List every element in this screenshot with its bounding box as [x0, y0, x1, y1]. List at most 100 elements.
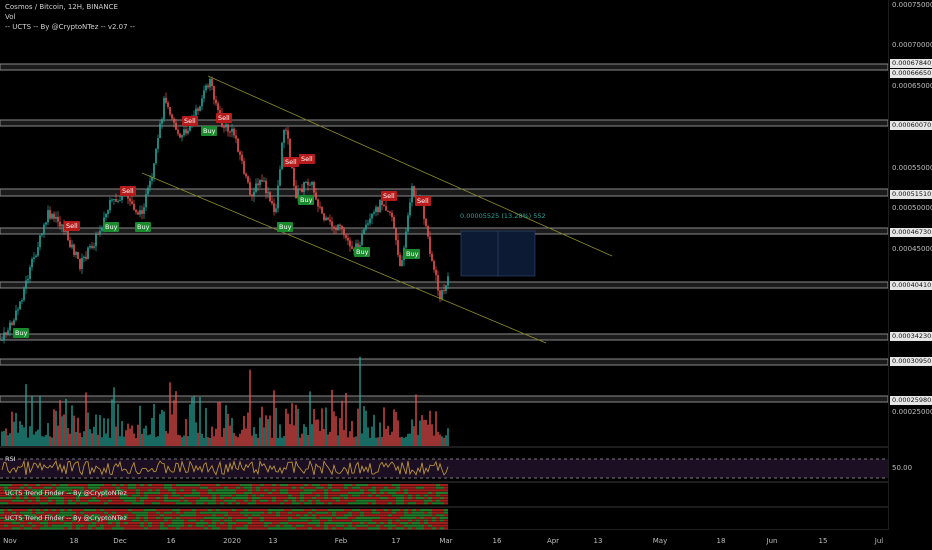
trend-cell — [48, 511, 52, 514]
trend-cell — [20, 494, 24, 497]
trend-cell — [80, 522, 84, 525]
trend-cell — [136, 491, 140, 494]
candle-body — [297, 188, 299, 199]
volume-bar — [259, 417, 261, 446]
trend-cell — [436, 494, 440, 497]
trend-cell — [320, 519, 324, 522]
trend-cell — [400, 524, 404, 527]
trend-cell — [364, 497, 368, 500]
price-scale[interactable]: 0.00075000 0.00070000 0.00065000 0.00055… — [888, 0, 932, 530]
trend-cell — [196, 519, 200, 522]
trend-cell — [224, 484, 228, 487]
indicator-title[interactable]: -- UCTS -- By @CryptoNTez -- v2.07 -- — [5, 23, 135, 31]
trend-cell — [52, 514, 56, 517]
volume-bar — [391, 431, 393, 446]
trend-cell — [296, 486, 300, 489]
trend-cell — [344, 527, 348, 530]
trend-cell — [52, 519, 56, 522]
trend-finder-label[interactable]: UCTS Trend Finder -- By @CryptoNTez — [5, 489, 127, 497]
trend-cell — [444, 524, 448, 527]
trend-cell — [272, 511, 276, 514]
volume-bar — [173, 400, 175, 446]
candle-body — [435, 269, 437, 276]
trend-cell — [164, 486, 168, 489]
trend-cell — [440, 516, 444, 519]
trend-cell — [120, 527, 124, 530]
trend-cell — [172, 484, 176, 487]
trend-cell — [156, 491, 160, 494]
trend-cell — [60, 497, 64, 500]
trend-cell — [220, 527, 224, 530]
volume-bar — [291, 403, 293, 446]
trend-cell — [400, 484, 404, 487]
trend-cell — [172, 519, 176, 522]
candle-body — [177, 129, 179, 134]
trend-cell — [424, 522, 428, 525]
trend-cell — [428, 502, 432, 505]
trend-cell — [252, 502, 256, 505]
trend-cell — [140, 497, 144, 500]
trend-cell — [140, 527, 144, 530]
candle-body — [393, 217, 395, 229]
volume-bar — [361, 433, 363, 446]
trend-cell — [176, 511, 180, 514]
trend-cell — [84, 519, 88, 522]
trend-cell — [376, 509, 380, 512]
trend-cell — [240, 491, 244, 494]
trend-cell — [416, 519, 420, 522]
candle-body — [37, 247, 39, 256]
trend-cell — [412, 524, 416, 527]
trend-cell — [152, 511, 156, 514]
trend-cell — [372, 499, 376, 502]
trend-cell — [44, 527, 48, 530]
candle-body — [85, 256, 87, 259]
trend-cell — [280, 519, 284, 522]
trend-cell — [196, 511, 200, 514]
trend-cell — [336, 516, 340, 519]
trend-cell — [444, 519, 448, 522]
trend-cell — [72, 509, 76, 512]
trend-finder-label[interactable]: UCTS Trend Finder -- By @CryptoNTez — [5, 514, 127, 522]
trend-cell — [244, 502, 248, 505]
trend-cell — [344, 509, 348, 512]
trend-cell — [220, 511, 224, 514]
trend-cell — [136, 486, 140, 489]
trend-cell — [60, 502, 64, 505]
trend-cell — [324, 509, 328, 512]
trend-cell — [168, 499, 172, 502]
candle-body — [365, 224, 367, 230]
candle-body — [219, 110, 221, 114]
trend-cell — [48, 502, 52, 505]
trend-cell — [328, 511, 332, 514]
trend-cell — [160, 486, 164, 489]
rsi-label[interactable]: RSI — [5, 455, 16, 463]
trend-cell — [440, 489, 444, 492]
trend-cell — [360, 494, 364, 497]
trend-cell — [64, 494, 68, 497]
trend-cell — [200, 527, 204, 530]
trend-cell — [444, 484, 448, 487]
trend-cell — [208, 499, 212, 502]
candle-body — [253, 191, 255, 197]
trend-cell — [100, 499, 104, 502]
trend-cell — [276, 516, 280, 519]
candle-body — [311, 182, 313, 185]
trend-cell — [292, 522, 296, 525]
trend-cell — [284, 524, 288, 527]
main-chart-canvas[interactable] — [0, 0, 888, 530]
trend-cell — [284, 509, 288, 512]
trend-cell — [108, 494, 112, 497]
candle-body — [93, 246, 95, 248]
trend-cell — [80, 514, 84, 517]
volume-bar — [167, 433, 169, 446]
trend-cell — [320, 511, 324, 514]
trend-cell — [80, 502, 84, 505]
volume-bar — [9, 433, 11, 446]
trend-cell — [104, 519, 108, 522]
volume-bar — [85, 392, 87, 446]
volume-bar — [305, 426, 307, 446]
candle-body — [317, 199, 319, 207]
volume-bar — [429, 410, 431, 446]
trend-cell — [136, 484, 140, 487]
trend-cell — [304, 499, 308, 502]
